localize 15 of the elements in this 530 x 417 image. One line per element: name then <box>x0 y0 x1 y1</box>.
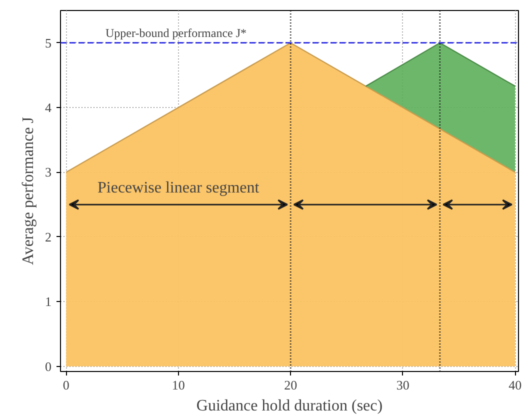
ref-line-label: Upper-bound performance J* <box>106 26 247 40</box>
y-tick-label: 2 <box>45 229 52 244</box>
annotation: Piecewise linear segment <box>98 180 260 197</box>
x-axis-title: Guidance hold duration (sec) <box>196 398 383 414</box>
y-axis-title: Average performance J <box>20 116 37 266</box>
y-tick-label: 3 <box>45 164 52 180</box>
x-tick-label: 20 <box>284 378 298 392</box>
y-tick-label: 5 <box>45 35 52 50</box>
x-tick-label: 10 <box>172 378 185 392</box>
x-tick-label: 0 <box>62 378 70 392</box>
x-tick-label: 40 <box>508 378 522 392</box>
y-tick-label: 4 <box>45 100 52 116</box>
x-tick-label: 30 <box>396 378 410 392</box>
y-tick-label: 0 <box>45 358 52 374</box>
y-tick-label: 1 <box>45 294 52 310</box>
